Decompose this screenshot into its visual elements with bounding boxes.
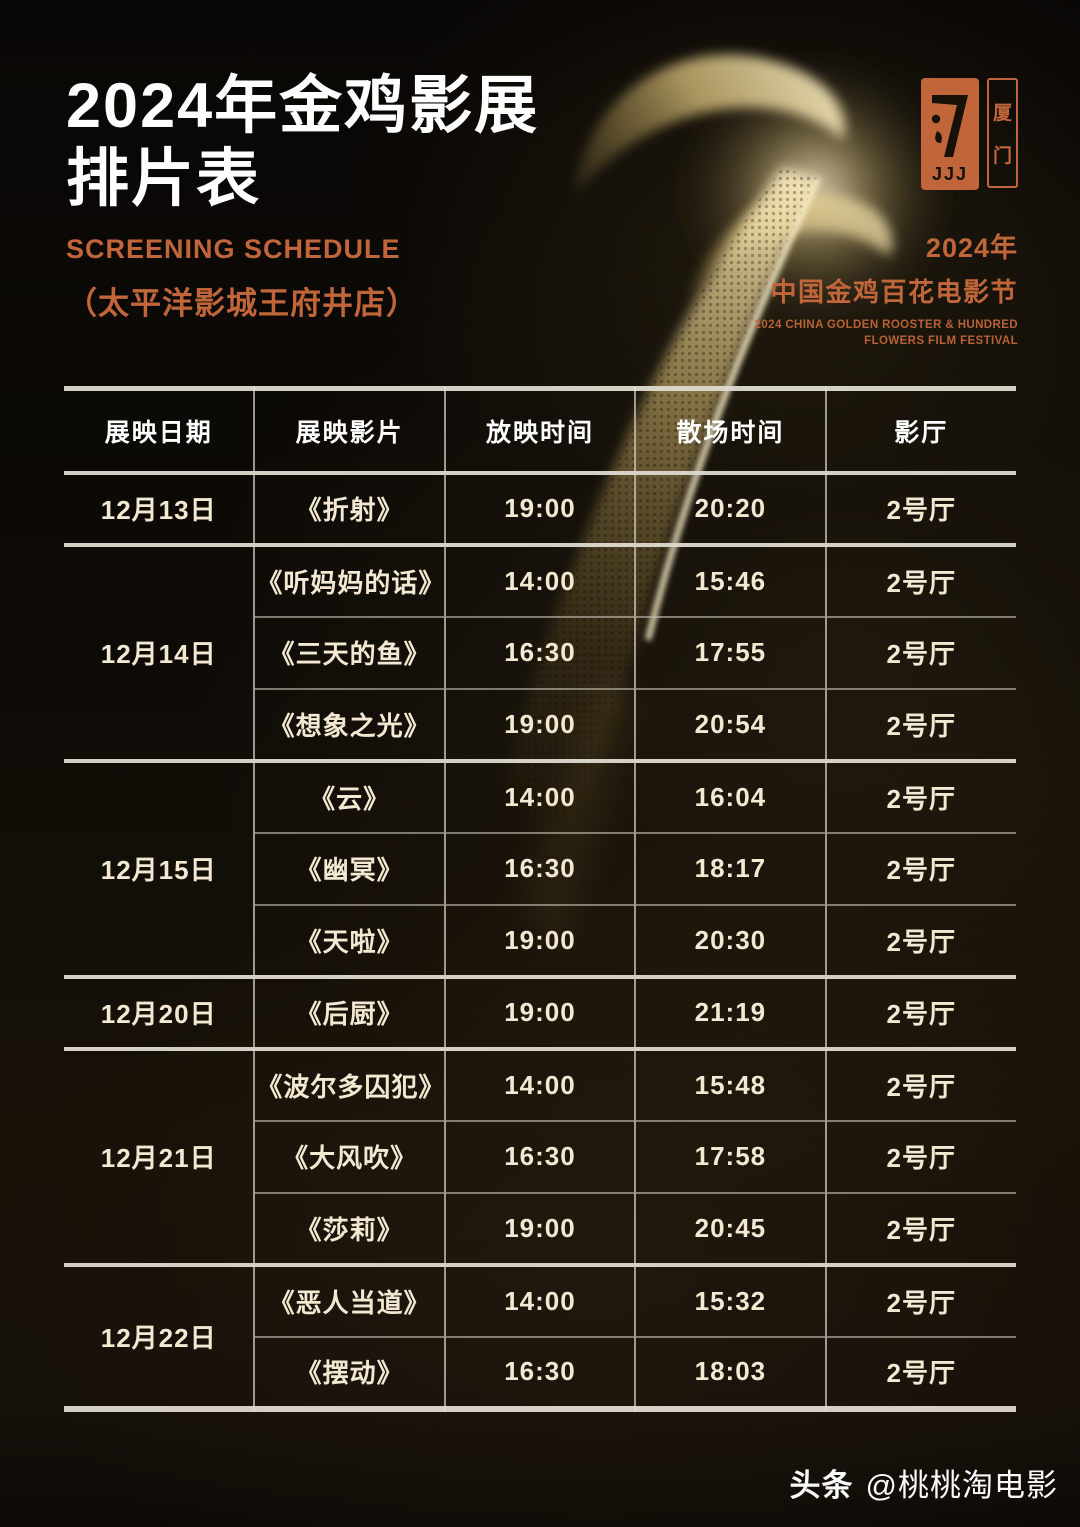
film-cell: 《大风吹》 [253,1119,445,1193]
poster-title: 2024年金鸡影展 排片表 [66,70,539,216]
date-cell: 12月22日 [64,1262,255,1409]
hall-cell: 2号厅 [824,1119,1016,1193]
end-time-cell: 15:46 [634,542,826,617]
hall-cell: 2号厅 [824,687,1016,761]
festival-name-cn: 中国金鸡百花电影节 [770,277,1018,307]
start-time-cell: 14:00 [443,758,636,833]
end-time-cell: 17:55 [634,615,826,689]
hall-cell: 2号厅 [824,470,1016,545]
hall-cell: 2号厅 [824,903,1016,977]
hall-cell: 2号厅 [824,974,1016,1049]
xiamen-seal: 厦 门 [987,78,1018,188]
end-time-cell: 18:17 [634,831,826,905]
end-time-cell: 18:03 [634,1335,826,1409]
start-time-cell: 19:00 [443,1191,636,1265]
film-cell: 《听妈妈的话》 [253,542,445,617]
start-time-cell: 19:00 [443,903,636,977]
film-cell: 《摆动》 [253,1335,445,1409]
rooster-icon [931,95,968,157]
poster-title-line2: 排片表 [66,144,261,215]
watermark-handle: @桃桃淘电影 [865,1468,1058,1503]
end-time-cell: 20:30 [634,903,826,977]
table-header-row: 展映日期 展映影片 放映时间 散场时间 影厅 [64,388,1016,475]
seal-char-xia: 厦 [992,103,1012,125]
festival-year: 2024年 [925,233,1018,263]
festival-block: JJJ 厦 门 2024年 中国金鸡百花电影节 2024 CHINA GOLDE… [755,78,1018,349]
start-time-cell: 19:00 [443,470,636,545]
hall-cell: 2号厅 [824,615,1016,689]
watermark-brand: 头条 [789,1468,854,1503]
start-time-cell: 16:30 [443,1335,636,1409]
schedule-row: 《大风吹》 16:30 17:58 2号厅 [64,1119,1016,1193]
film-cell: 《三天的鱼》 [253,615,445,689]
schedule-row: 《莎莉》 19:00 20:45 2号厅 [64,1191,1016,1265]
start-time-cell: 14:00 [443,1046,636,1121]
start-time-cell: 19:00 [443,974,636,1049]
end-time-cell: 20:54 [634,687,826,761]
festival-logo-row: JJJ 厦 门 [921,78,1018,190]
column-header-1: 展映影片 [253,388,445,475]
end-time-cell: 16:04 [634,758,826,833]
poster-title-line1: 2024年金鸡影展 [66,71,540,141]
date-cell: 12月21日 [64,1046,255,1265]
start-time-cell: 19:00 [443,687,636,761]
subtitle-english: SCREENING SCHEDULE [66,234,401,265]
hall-cell: 2号厅 [824,1335,1016,1409]
hall-cell: 2号厅 [824,1046,1016,1121]
start-time-cell: 16:30 [443,831,636,905]
festival-name-en-line2: FLOWERS FILM FESTIVAL [864,334,1018,347]
title-block: 2024年金鸡影展 排片表 SCREENING SCHEDULE （太平洋影城王府… [66,70,539,323]
date-cell: 12月13日 [64,470,255,545]
schedule-table: 展映日期 展映影片 放映时间 散场时间 影厅 12月13日 《折射》 19:00 20:20 2… [64,386,1016,1412]
column-header-4: 影厅 [824,388,1016,475]
column-header-0: 展映日期 [64,388,255,475]
film-cell: 《云》 [253,758,445,833]
schedule-row: 12月14日 《听妈妈的话》 14:00 15:46 2号厅 [64,542,1016,761]
festival-name-en: 2024 CHINA GOLDEN ROOSTER & HUNDRED FLOW… [755,318,1018,349]
film-cell: 《折射》 [253,470,445,545]
seal-char-men: 门 [992,145,1012,167]
end-time-cell: 21:19 [634,974,826,1049]
column-header-3: 散场时间 [634,388,826,475]
end-time-cell: 15:32 [634,1262,826,1337]
film-cell: 《想象之光》 [253,687,445,761]
end-time-cell: 17:58 [634,1119,826,1193]
schedule-row: 《摆动》 16:30 18:03 2号厅 [64,1335,1016,1409]
festival-name-en-line1: 2024 CHINA GOLDEN ROOSTER & HUNDRED [754,319,1018,331]
hall-cell: 2号厅 [824,1262,1016,1337]
schedule-row: 12月15日 《云》 14:00 16:04 2号厅 [64,758,1016,977]
date-cell: 12月20日 [64,974,255,1049]
film-cell: 《幽冥》 [253,831,445,905]
column-header-2: 放映时间 [443,388,636,475]
film-cell: 《莎莉》 [253,1191,445,1265]
venue-name: （太平洋影城王府井店） [66,286,418,322]
date-cell: 12月14日 [64,542,255,761]
golden-rooster-logo: JJJ [921,78,979,190]
schedule-row: 12月22日 《恶人当道》 14:00 15:32 2号厅 [64,1262,1016,1409]
film-cell: 《天啦》 [253,903,445,977]
hall-cell: 2号厅 [824,831,1016,905]
hall-cell: 2号厅 [824,1191,1016,1265]
logo-jjj-letters: JJJ [931,164,969,184]
film-cell: 《恶人当道》 [253,1262,445,1337]
hall-cell: 2号厅 [824,758,1016,833]
film-cell: 《波尔多囚犯》 [253,1046,445,1121]
table-body: 12月13日 《折射》 19:00 20:20 2号厅 12月14日 《听妈妈的话》 14:0… [64,470,1016,1409]
start-time-cell: 16:30 [443,1119,636,1193]
schedule-row: 12月13日 《折射》 19:00 20:20 2号厅 [64,470,1016,545]
end-time-cell: 20:20 [634,470,826,545]
schedule-row: 12月20日 《后厨》 19:00 21:19 2号厅 [64,974,1016,1049]
end-time-cell: 15:48 [634,1046,826,1121]
start-time-cell: 16:30 [443,615,636,689]
date-cell: 12月15日 [64,758,255,977]
schedule-row: 12月21日 《波尔多囚犯》 14:00 15:48 2号厅 [64,1046,1016,1265]
end-time-cell: 20:45 [634,1191,826,1265]
hall-cell: 2号厅 [824,542,1016,617]
film-cell: 《后厨》 [253,974,445,1049]
start-time-cell: 14:00 [443,1262,636,1337]
start-time-cell: 14:00 [443,542,636,617]
watermark: 头条 @桃桃淘电影 [790,1460,1058,1505]
